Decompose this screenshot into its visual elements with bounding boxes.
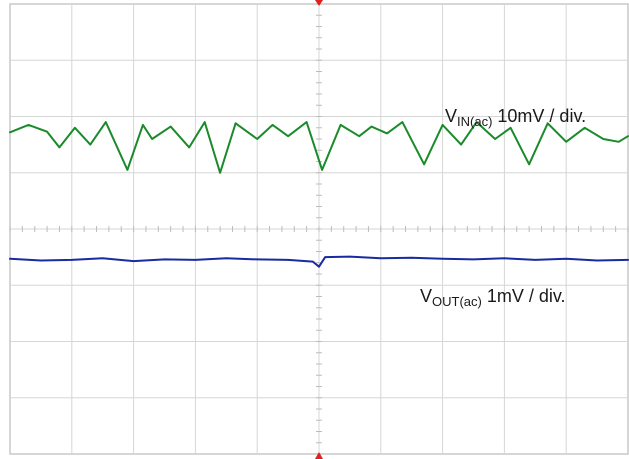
vin-trace-label: VIN(ac) 10mV / div. xyxy=(445,106,587,129)
trigger-marker-bottom xyxy=(315,452,323,459)
center-ticks xyxy=(9,3,629,455)
trigger-marker-top xyxy=(315,0,323,6)
vout-trace-label: VOUT(ac) 1mV / div. xyxy=(420,286,566,309)
vin-trace xyxy=(9,121,629,174)
vout-trace xyxy=(9,255,629,268)
trigger-markers xyxy=(315,0,323,459)
traces xyxy=(9,121,629,268)
